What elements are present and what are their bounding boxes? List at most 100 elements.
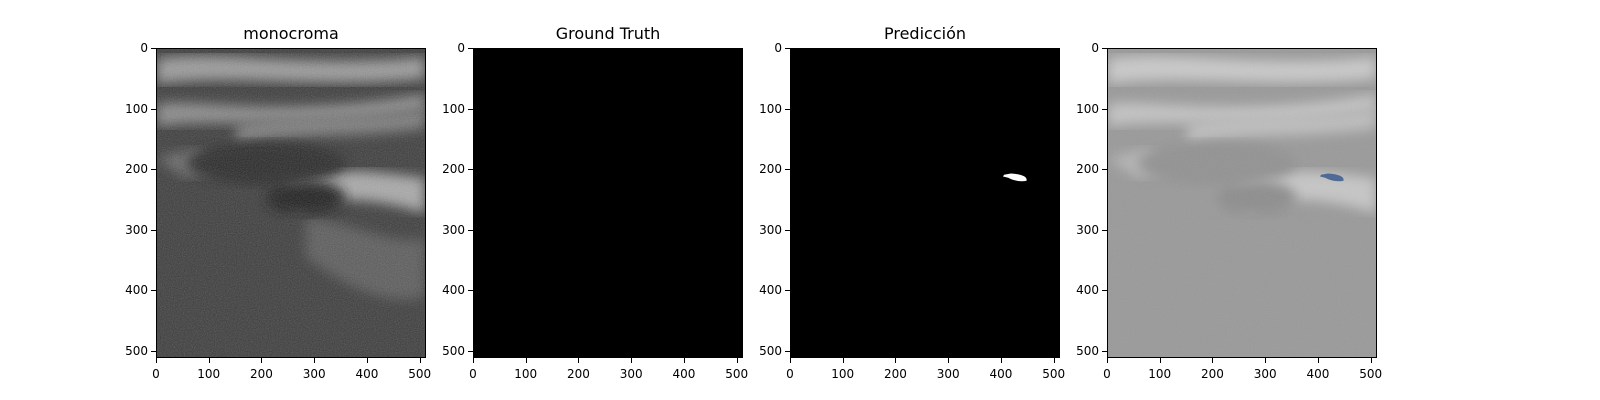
x-tick-label: 200 bbox=[250, 367, 273, 381]
x-tick-mark bbox=[842, 358, 844, 363]
y-tick-label: 0 bbox=[140, 41, 148, 55]
x-tick-label: 100 bbox=[514, 367, 538, 381]
y-tick-mark bbox=[151, 350, 156, 352]
y-tick-mark bbox=[785, 350, 790, 352]
x-tick-label: 500 bbox=[725, 367, 749, 381]
y-tick-mark bbox=[785, 48, 790, 49]
x-tick-label: 200 bbox=[884, 367, 907, 381]
panel-image bbox=[473, 48, 743, 358]
x-tick-mark bbox=[366, 358, 368, 363]
y-tick-mark bbox=[1102, 169, 1107, 171]
y-tick-label: 500 bbox=[125, 343, 148, 358]
y-tick-label: 200 bbox=[442, 162, 465, 177]
x-tick-mark bbox=[1000, 358, 1002, 363]
y-tick-label: 0 bbox=[1091, 41, 1099, 55]
x-tick-mark bbox=[525, 358, 527, 363]
x-tick-mark bbox=[208, 358, 210, 363]
y-tick-mark bbox=[785, 229, 790, 231]
panel-image bbox=[1107, 48, 1377, 358]
y-tick-mark bbox=[151, 229, 156, 231]
x-tick-mark bbox=[156, 358, 157, 363]
panel-image bbox=[790, 48, 1060, 358]
y-tick-label: 500 bbox=[1076, 343, 1099, 358]
x-tick-label: 400 bbox=[1306, 367, 1330, 381]
x-tick-label: 500 bbox=[408, 367, 432, 381]
y-tick-label: 400 bbox=[759, 283, 782, 298]
panel-4: 0 100 200 300 400 500 0 100 200 300 400 500 bbox=[1067, 0, 1382, 400]
x-tick-mark bbox=[473, 358, 474, 363]
x-tick-label: 300 bbox=[936, 367, 960, 381]
x-tick-mark bbox=[261, 358, 263, 363]
y-tick-label: 400 bbox=[442, 283, 465, 298]
y-tick-label: 200 bbox=[125, 162, 148, 177]
x-tick-label: 100 bbox=[1148, 367, 1172, 381]
x-tick-label: 300 bbox=[1253, 367, 1277, 381]
x-tick-label: 0 bbox=[152, 367, 160, 381]
y-tick-mark bbox=[1102, 108, 1107, 110]
x-tick-label: 300 bbox=[619, 367, 643, 381]
x-tick-label: 0 bbox=[1103, 367, 1111, 381]
x-tick-mark bbox=[790, 358, 791, 363]
x-tick-mark bbox=[1370, 358, 1372, 363]
x-tick-mark bbox=[1107, 358, 1108, 363]
x-tick-mark bbox=[948, 358, 950, 363]
x-tick-label: 300 bbox=[302, 367, 326, 381]
y-tick-mark bbox=[785, 169, 790, 171]
y-tick-mark bbox=[468, 290, 473, 292]
panel-title: Predicción bbox=[883, 24, 966, 43]
x-tick-label: 500 bbox=[1359, 367, 1383, 381]
x-tick-label: 400 bbox=[989, 367, 1013, 381]
y-tick-label: 200 bbox=[759, 162, 782, 177]
x-tick-mark bbox=[314, 358, 316, 363]
y-tick-mark bbox=[468, 108, 473, 110]
y-tick-label: 100 bbox=[759, 101, 782, 116]
x-tick-mark bbox=[1159, 358, 1161, 363]
y-tick-label: 100 bbox=[1076, 101, 1099, 116]
x-tick-mark bbox=[1317, 358, 1319, 363]
panel-3: Predicción 0 100 200 300 400 500 0 100 200 300 400 5… bbox=[750, 0, 1065, 400]
x-tick-label: 100 bbox=[831, 367, 855, 381]
y-tick-mark bbox=[785, 290, 790, 292]
y-tick-mark bbox=[151, 108, 156, 110]
x-tick-mark bbox=[1212, 358, 1214, 363]
y-tick-label: 100 bbox=[125, 101, 148, 116]
y-tick-label: 300 bbox=[125, 222, 148, 237]
x-tick-label: 0 bbox=[469, 367, 477, 381]
y-tick-label: 200 bbox=[1076, 162, 1099, 177]
x-tick-mark bbox=[736, 358, 738, 363]
panel-2: Ground Truth 0 100 200 300 400 500 0 100 200 300 40… bbox=[433, 0, 748, 400]
y-tick-label: 300 bbox=[442, 222, 465, 237]
x-tick-label: 200 bbox=[567, 367, 590, 381]
x-tick-label: 0 bbox=[786, 367, 794, 381]
panel-image bbox=[156, 48, 426, 358]
panel-title: monocroma bbox=[243, 24, 339, 43]
y-tick-mark bbox=[468, 48, 473, 49]
y-tick-mark bbox=[1102, 229, 1107, 231]
y-tick-mark bbox=[785, 108, 790, 110]
y-tick-mark bbox=[151, 290, 156, 292]
y-tick-mark bbox=[1102, 350, 1107, 352]
y-tick-mark bbox=[1102, 48, 1107, 49]
y-tick-label: 500 bbox=[442, 343, 465, 358]
x-tick-mark bbox=[419, 358, 421, 363]
y-tick-mark bbox=[151, 48, 156, 49]
x-tick-label: 500 bbox=[1042, 367, 1066, 381]
y-tick-label: 400 bbox=[1076, 283, 1099, 298]
x-tick-label: 100 bbox=[197, 367, 221, 381]
x-tick-mark bbox=[895, 358, 897, 363]
y-tick-label: 0 bbox=[774, 41, 782, 55]
x-tick-mark bbox=[1265, 358, 1267, 363]
y-tick-label: 400 bbox=[125, 283, 148, 298]
x-tick-mark bbox=[1053, 358, 1055, 363]
x-tick-label: 200 bbox=[1201, 367, 1224, 381]
x-tick-mark bbox=[683, 358, 685, 363]
x-tick-mark bbox=[578, 358, 580, 363]
panel-title: Ground Truth bbox=[555, 24, 661, 43]
x-tick-mark bbox=[631, 358, 633, 363]
y-tick-mark bbox=[468, 229, 473, 231]
y-tick-label: 300 bbox=[1076, 222, 1099, 237]
y-tick-label: 500 bbox=[759, 343, 782, 358]
y-tick-label: 100 bbox=[442, 101, 465, 116]
x-tick-label: 400 bbox=[672, 367, 696, 381]
y-tick-label: 0 bbox=[457, 41, 465, 55]
